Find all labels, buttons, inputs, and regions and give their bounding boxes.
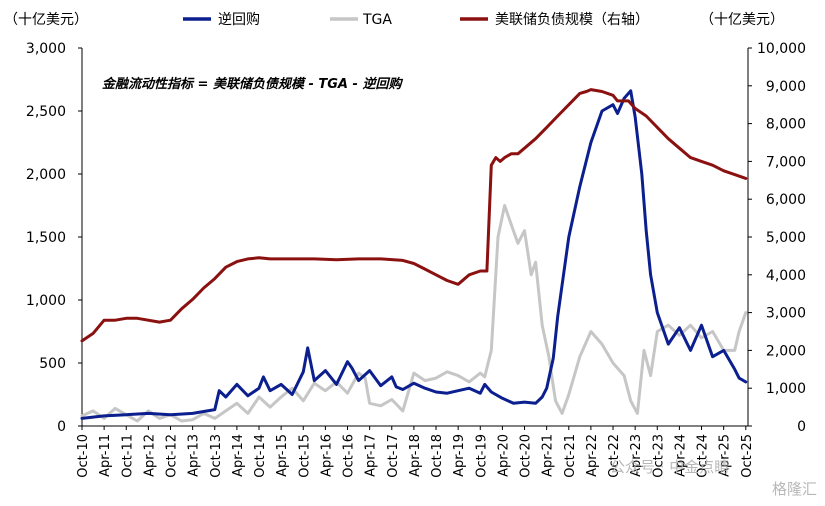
x-tick-label: Oct-18	[430, 434, 445, 478]
x-tick-label: Apr-15	[275, 434, 290, 477]
y-right-tick-label: 6,000	[766, 192, 806, 208]
y-left-tick-label: 2,000	[26, 167, 66, 183]
x-tick-label: Apr-17	[364, 434, 379, 477]
x-tick-label: Oct-11	[120, 434, 135, 478]
x-tick-label: Apr-24	[673, 434, 688, 477]
x-tick-label: Apr-18	[408, 434, 423, 477]
y-right-unit-label: （十亿美元）	[700, 12, 784, 28]
x-tick-label: Apr-16	[319, 434, 334, 477]
x-tick-label: Oct-17	[386, 434, 401, 478]
x-tick-label: Apr-19	[452, 434, 467, 477]
y-right-tick-label: 7,000	[766, 154, 806, 170]
y-right-tick-label: 3,000	[766, 306, 806, 322]
x-tick-label: Oct-10	[76, 434, 91, 478]
y-left-tick-label: 500	[39, 356, 66, 372]
axes: 0 500 1,000 1,500 2,000 2,500 3,000 0 1,000 2,000…	[26, 41, 806, 478]
x-tick-label: Oct-24	[696, 434, 711, 478]
y-right-tick-label: 5,000	[766, 230, 806, 246]
y-right-tick-label: 0	[797, 419, 806, 435]
x-tick-label: Oct-14	[253, 434, 268, 478]
x-tick-label: Oct-23	[651, 434, 666, 478]
series-line-fed-liabilities	[80, 88, 748, 343]
y-left-tick-label: 2,500	[26, 104, 66, 120]
y-right-tick-label: 1,000	[766, 381, 806, 397]
x-tick-label: Apr-14	[231, 434, 246, 477]
watermark-logo: 格隆汇	[772, 480, 817, 498]
legend-label: TGA	[362, 12, 392, 28]
y-left-tick-label: 3,000	[26, 41, 66, 57]
x-tick-label: Apr-22	[585, 434, 600, 477]
y-left-tick-label: 0	[57, 419, 66, 435]
x-tick-label: Apr-20	[496, 434, 511, 477]
x-tick-label: Apr-12	[142, 434, 157, 477]
y-left-tick-label: 1,500	[26, 230, 66, 246]
x-tick-label: Apr-25	[718, 434, 733, 477]
watermark: 公众号 · 中金点睛	[610, 458, 729, 476]
labels: （十亿美元） （十亿美元） 金融流动性指标 = 美联储负债规模 - TGA - 逆回…	[4, 12, 817, 498]
y-right-tick-label: 2,000	[766, 343, 806, 359]
x-tick-label: Oct-13	[209, 434, 224, 478]
x-tick-label: Apr-13	[187, 434, 202, 477]
x-tick-label: Oct-21	[563, 434, 578, 478]
legend-label: 逆回购	[218, 12, 260, 28]
y-left-tick-label: 1,000	[26, 293, 66, 309]
y-right-tick-label: 4,000	[766, 268, 806, 284]
legend: 逆回购 TGA 美联储负债规模（右轴）	[183, 12, 649, 28]
x-tick-label: Oct-12	[165, 434, 180, 478]
x-tick-label: Oct-25	[740, 434, 755, 478]
y-right-tick-label: 9,000	[766, 79, 806, 95]
x-tick-label: Apr-21	[541, 434, 556, 477]
y-left-unit-label: （十亿美元）	[4, 12, 88, 28]
formula-annotation: 金融流动性指标 = 美联储负债规模 - TGA - 逆回购	[102, 76, 403, 92]
x-tick-label: Oct-15	[297, 434, 312, 478]
y-right-tick-label: 8,000	[766, 117, 806, 133]
x-tick-label: Apr-11	[98, 434, 113, 477]
series-line-tga	[80, 204, 748, 423]
legend-label: 美联储负债规模（右轴）	[495, 12, 649, 28]
series-line-reverse-repo	[80, 89, 748, 420]
x-tick-label: Apr-23	[629, 434, 644, 477]
x-tick-label: Oct-16	[342, 434, 357, 478]
series-lines	[80, 88, 748, 423]
x-tick-label: Oct-22	[607, 434, 622, 478]
y-right-tick-label: 10,000	[757, 41, 806, 57]
x-tick-label: Oct-19	[474, 434, 489, 478]
x-tick-label: Oct-20	[519, 434, 534, 478]
